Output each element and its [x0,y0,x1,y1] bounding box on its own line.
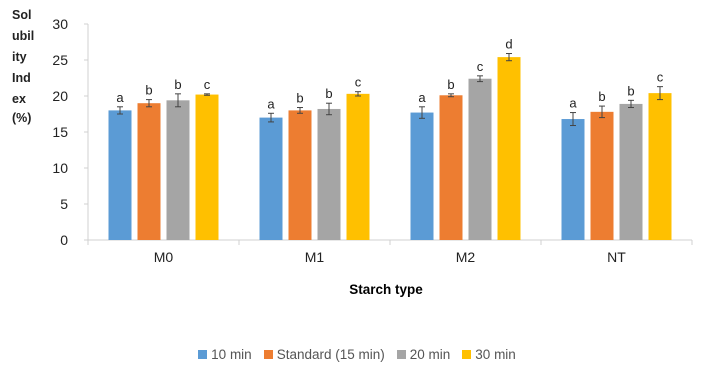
significance-letter: c [477,59,484,74]
bar [619,103,643,240]
significance-letter: a [267,96,275,111]
bar [288,110,312,241]
bar [317,108,341,241]
legend: 10 min Standard (15 min) 20 min 30 min [0,347,714,362]
significance-letter: b [598,89,605,104]
y-tick-label: 25 [52,52,68,68]
bar [108,110,132,241]
legend-swatch [263,350,273,359]
legend-item: Standard (15 min) [263,347,385,362]
y-tick-label: 10 [52,160,68,176]
significance-letter: a [116,90,124,105]
y-tick-label: 15 [52,124,68,140]
y-axis-title-line: Sol [12,8,32,22]
x-tick-label: M2 [456,249,476,265]
significance-letter: c [657,70,664,85]
y-axis-title-line: ity [12,50,27,64]
y-axis-title-line: ex [12,92,26,106]
significance-letter: b [447,77,454,92]
legend-swatch [396,350,406,359]
x-tick-label: M0 [154,249,174,265]
y-tick-label: 30 [52,16,68,32]
significance-letter: b [174,77,181,92]
legend-label: 20 min [409,347,451,362]
error-bars [117,53,663,127]
y-axis: 0 5 10 15 20 25 30 [52,16,89,248]
legend-item: 20 min [396,347,451,362]
legend-item: 10 min [198,347,252,362]
x-axis-title: Starch type [349,282,423,297]
significance-letter: b [145,83,152,98]
bar [561,119,585,240]
bar [137,103,161,240]
significance-letter: d [505,37,512,52]
legend-item: 30 min [462,347,516,362]
y-axis-title-line: Ind [12,71,31,85]
bar [648,93,672,241]
significance-letters: a b b c a b b c a b c d a b b c [116,37,663,112]
significance-letter: a [569,96,577,111]
bar [410,112,434,240]
y-tick-label: 5 [60,196,68,212]
significance-letter: b [627,83,634,98]
significance-letter: a [418,90,426,105]
legend-label: 10 min [211,347,252,362]
legend-swatch [462,350,472,359]
y-axis-title-line: ubil [12,29,35,43]
y-tick-label: 0 [60,232,68,248]
bar [439,95,463,240]
bars [108,57,672,241]
bar [195,94,219,240]
x-tick-label: NT [607,249,626,265]
bar [590,111,614,240]
x-tick-label: M1 [305,249,325,265]
legend-label: Standard (15 min) [276,347,385,362]
y-tick-label: 20 [52,88,68,104]
significance-letter: c [204,77,211,92]
significance-letter: b [296,91,303,106]
significance-letter: c [355,75,362,90]
legend-swatch [198,350,208,359]
bar [468,78,492,240]
bar [346,93,370,240]
bar [497,57,521,241]
x-axis: M0 M1 M2 NT [87,239,693,265]
significance-letter: b [325,86,332,101]
legend-label: 30 min [475,347,516,362]
y-axis-title-line: (%) [12,111,32,125]
bar [259,117,283,240]
bar [166,100,190,240]
